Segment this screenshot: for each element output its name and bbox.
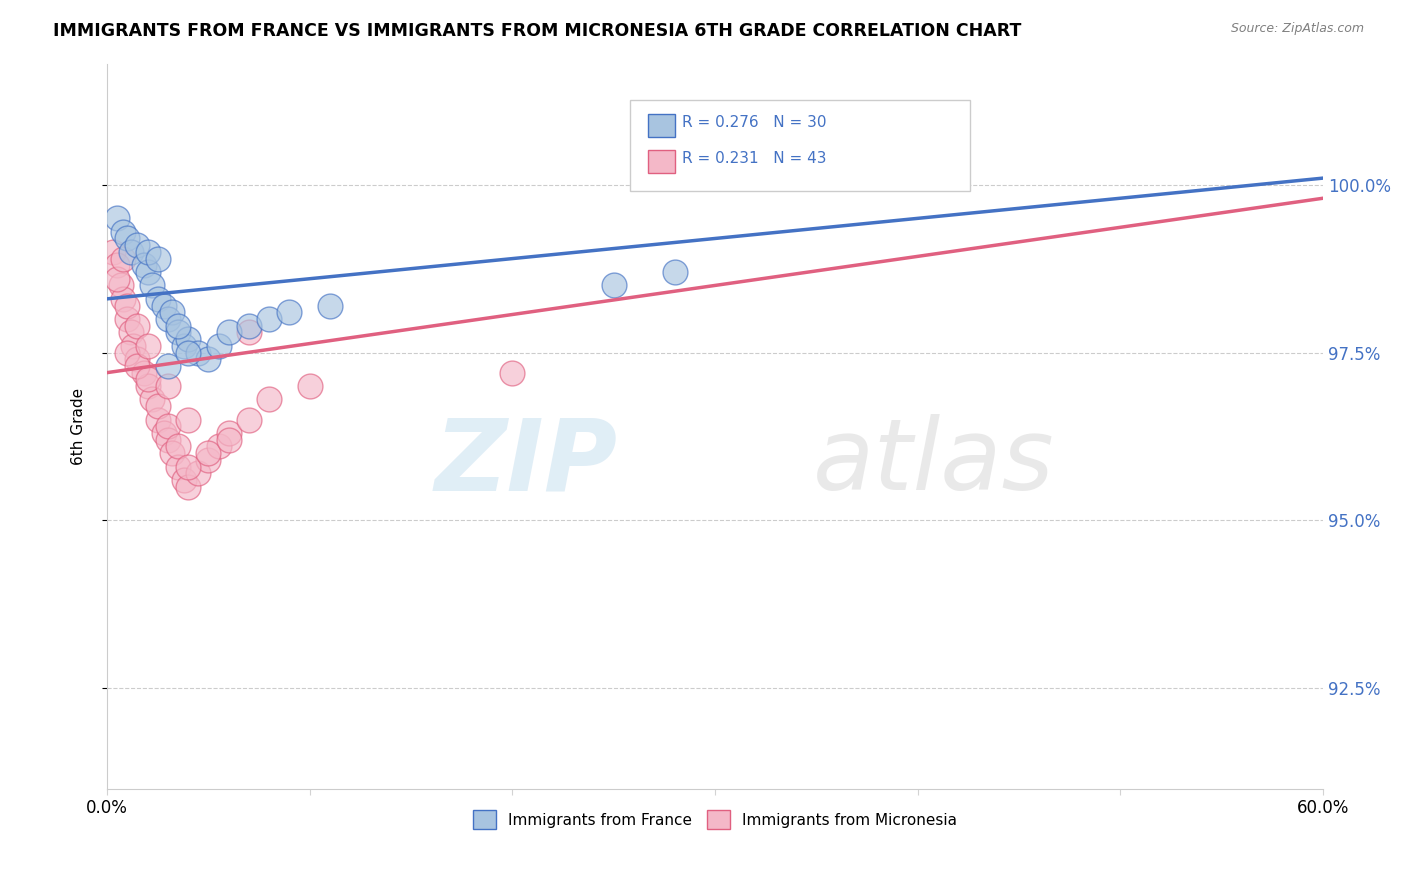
Point	[603, 278, 626, 293]
Point	[117, 345, 139, 359]
Point	[238, 326, 260, 340]
Point	[136, 379, 159, 393]
Point	[187, 467, 209, 481]
Point	[160, 305, 183, 319]
Point	[136, 339, 159, 353]
Point	[141, 392, 163, 407]
Point	[156, 312, 179, 326]
Point	[105, 271, 128, 285]
Point	[132, 258, 155, 272]
Point	[153, 299, 176, 313]
Text: R = 0.231   N = 43: R = 0.231 N = 43	[682, 151, 827, 166]
Point	[101, 244, 124, 259]
Point	[141, 278, 163, 293]
Point	[187, 345, 209, 359]
Point	[156, 359, 179, 373]
FancyBboxPatch shape	[648, 151, 675, 173]
Point	[207, 439, 229, 453]
Point	[160, 446, 183, 460]
Point	[173, 473, 195, 487]
Point	[112, 225, 135, 239]
Point	[146, 412, 169, 426]
Point	[167, 318, 190, 333]
Legend: Immigrants from France, Immigrants from Micronesia: Immigrants from France, Immigrants from …	[467, 805, 963, 835]
Point	[173, 339, 195, 353]
FancyBboxPatch shape	[630, 100, 970, 191]
Point	[319, 299, 342, 313]
Point	[218, 425, 240, 440]
Point	[298, 379, 321, 393]
Point	[112, 292, 135, 306]
Point	[177, 345, 200, 359]
Point	[257, 312, 280, 326]
Point	[153, 425, 176, 440]
Point	[156, 379, 179, 393]
Point	[177, 412, 200, 426]
Point	[156, 433, 179, 447]
Point	[110, 278, 132, 293]
Point	[105, 211, 128, 226]
Y-axis label: 6th Grade: 6th Grade	[72, 388, 86, 465]
Text: atlas: atlas	[813, 414, 1054, 511]
Point	[177, 459, 200, 474]
Point	[127, 238, 149, 252]
Point	[278, 305, 301, 319]
Point	[105, 258, 128, 272]
Point	[197, 352, 219, 367]
Point	[207, 339, 229, 353]
Point	[238, 318, 260, 333]
Text: Source: ZipAtlas.com: Source: ZipAtlas.com	[1230, 22, 1364, 36]
Text: R = 0.276   N = 30: R = 0.276 N = 30	[682, 114, 827, 129]
Point	[167, 326, 190, 340]
Point	[117, 312, 139, 326]
Text: ZIP: ZIP	[434, 414, 617, 511]
Point	[167, 439, 190, 453]
Point	[122, 339, 145, 353]
Point	[218, 433, 240, 447]
Point	[257, 392, 280, 407]
Point	[112, 252, 135, 266]
Point	[501, 366, 523, 380]
Point	[156, 419, 179, 434]
Point	[120, 326, 142, 340]
Point	[238, 412, 260, 426]
Point	[136, 244, 159, 259]
Point	[127, 359, 149, 373]
Point	[136, 265, 159, 279]
Point	[167, 459, 190, 474]
Point	[117, 299, 139, 313]
Point	[146, 399, 169, 413]
Point	[136, 372, 159, 386]
FancyBboxPatch shape	[648, 114, 675, 136]
Point	[177, 480, 200, 494]
Point	[132, 366, 155, 380]
Text: IMMIGRANTS FROM FRANCE VS IMMIGRANTS FROM MICRONESIA 6TH GRADE CORRELATION CHART: IMMIGRANTS FROM FRANCE VS IMMIGRANTS FRO…	[53, 22, 1022, 40]
Point	[197, 446, 219, 460]
Point	[120, 244, 142, 259]
Point	[127, 318, 149, 333]
Point	[664, 265, 686, 279]
Point	[218, 326, 240, 340]
Point	[146, 292, 169, 306]
Point	[127, 352, 149, 367]
Point	[197, 453, 219, 467]
Point	[177, 332, 200, 346]
Point	[117, 231, 139, 245]
Point	[146, 252, 169, 266]
